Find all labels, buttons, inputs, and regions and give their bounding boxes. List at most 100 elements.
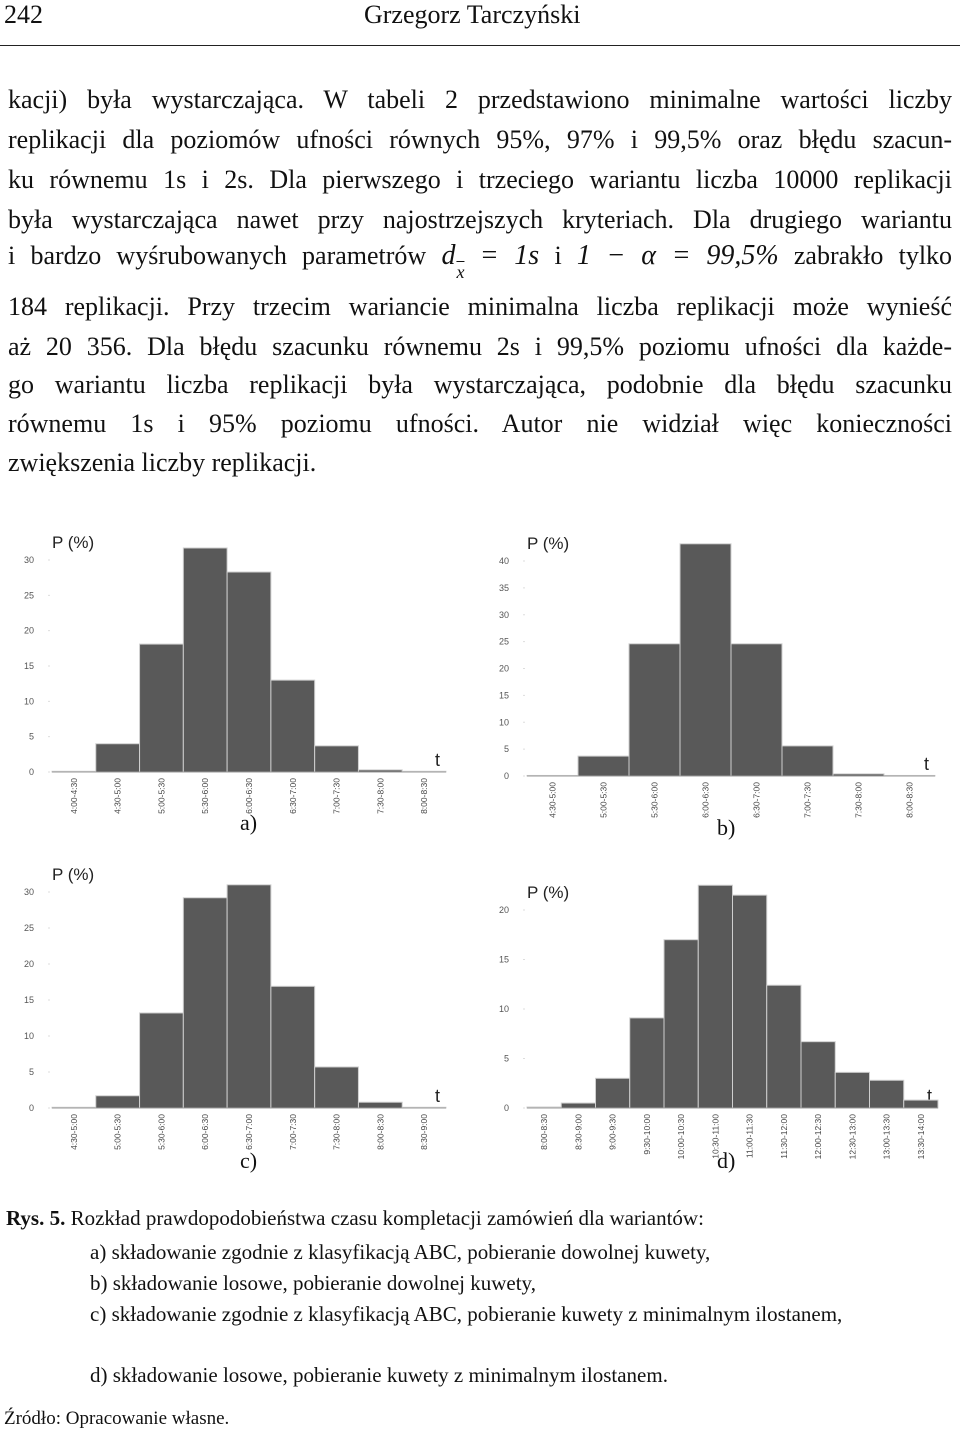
caption-item: b) składowanie losowe, pobieranie dowoln… — [90, 1271, 536, 1295]
x-tick-label: 12:00-12:30 — [813, 1114, 823, 1160]
y-axis-label: P (%) — [527, 534, 569, 553]
text-line: i bardzo wyśrubowanych parametrów dx = 1… — [8, 240, 953, 282]
caption-text: Rozkład prawdopodobieństwa czasu komplet… — [70, 1206, 704, 1230]
text-line: replikacji dla poziomów ufności równych … — [8, 125, 952, 154]
chart-caption: b) — [717, 815, 735, 840]
bar — [314, 1066, 359, 1109]
bar — [834, 1071, 870, 1109]
y-tick-label: 25 — [24, 590, 34, 600]
text-line: go wariantu liczba replikacji była wysta… — [8, 370, 952, 399]
x-tick-label: 8:00-8:30 — [419, 778, 429, 814]
x-tick-label: 5:30-6:00 — [156, 1114, 166, 1150]
formula: dx — [441, 240, 464, 282]
bar — [869, 1079, 905, 1109]
text-line: kacji) była wystarczająca. W tabeli 2 pr… — [8, 85, 952, 114]
text: i bardzo wyśrubowanych parametrów — [8, 241, 427, 270]
text-line: równemu 1s i 95% poziomu ufności. Autor … — [8, 409, 952, 438]
y-tick-label: 5 — [504, 1054, 509, 1064]
y-tick-label: 25 — [499, 637, 509, 647]
text-line: aż 20 356. Dla błędu szacunku równemu 2s… — [8, 332, 952, 361]
x-tick-label: 7:30-8:00 — [375, 778, 385, 814]
x-tick-label: 5:00-5:30 — [113, 1114, 123, 1150]
y-tick-label: 20 — [24, 959, 34, 969]
x-tick-label: 8:00-8:30 — [375, 1114, 385, 1150]
y-tick-label: 30 — [499, 610, 509, 620]
bar — [139, 643, 184, 773]
chart-caption: d) — [717, 1148, 735, 1173]
x-tick-label: 9:00-9:30 — [608, 1114, 618, 1150]
bar — [663, 939, 699, 1109]
x-tick-label: 4:00-4:30 — [69, 778, 79, 814]
y-tick-label: 0 — [504, 771, 509, 781]
y-tick-label: 15 — [499, 955, 509, 965]
caption-label: Rys. 5. — [6, 1206, 66, 1230]
x-tick-label: 10:30-11:00 — [710, 1114, 720, 1159]
bar — [270, 679, 316, 773]
bar — [577, 755, 630, 777]
bar — [182, 547, 228, 773]
x-tick-label: 4:30-5:00 — [113, 778, 123, 814]
x-tick-label: 12:30-13:00 — [847, 1114, 857, 1160]
x-tick-label: 5:30-6:00 — [200, 778, 210, 814]
bar — [95, 1095, 141, 1109]
x-tick-label: 11:00-11:30 — [745, 1114, 755, 1158]
bar — [226, 571, 272, 773]
bar — [697, 884, 733, 1109]
math-sub: x — [456, 262, 465, 282]
caption-line: Rys. 5. Rozkład prawdopodobieństwa czasu… — [6, 1206, 704, 1231]
x-tick-label: 7:00-7:30 — [288, 1114, 298, 1150]
math-var: d — [441, 240, 456, 271]
bar — [226, 884, 272, 1109]
x-tick-label: 4:30-5:00 — [69, 1114, 79, 1150]
bar — [357, 1101, 403, 1109]
x-tick-label: 5:30-6:00 — [650, 782, 660, 818]
text-line: ku równemu 1s i 2s. Dla pierwszego i trz… — [8, 165, 952, 194]
x-tick-label: 6:30-7:00 — [288, 778, 298, 814]
y-tick-label: 5 — [29, 1067, 34, 1077]
bar — [139, 1012, 184, 1109]
source-note: Źródło: Opracowanie własne. — [4, 1408, 230, 1429]
x-tick-label: 4:30-5:00 — [548, 782, 558, 818]
x-axis-label: t — [435, 1086, 440, 1106]
y-tick-label: 30 — [24, 887, 34, 897]
bar — [560, 1102, 596, 1109]
x-tick-label: 9:30-10:00 — [642, 1114, 652, 1155]
y-tick-label: 15 — [24, 661, 34, 671]
x-tick-label: 6:00-6:30 — [200, 1114, 210, 1150]
bar — [595, 1077, 631, 1109]
math-eq: = 1s — [479, 240, 540, 271]
y-tick-label: 20 — [499, 664, 509, 674]
y-tick-label: 15 — [24, 995, 34, 1005]
x-tick-label: 5:00-5:30 — [599, 782, 609, 818]
bar — [730, 643, 783, 777]
math-conj: i — [554, 241, 562, 270]
caption-item: d) składowanie losowe, pobieranie kuwety… — [90, 1363, 668, 1387]
x-axis-label: t — [924, 754, 929, 774]
bar — [903, 1099, 939, 1109]
bar — [270, 985, 316, 1109]
y-axis-label: P (%) — [52, 533, 94, 552]
bar — [679, 543, 732, 777]
math-eq: 1 − α = 99,5% — [576, 240, 779, 271]
x-tick-label: 6:00-6:30 — [701, 782, 711, 818]
x-tick-label: 11:30-12:00 — [779, 1114, 789, 1159]
bar — [732, 894, 768, 1109]
bar — [628, 643, 681, 777]
x-tick-label: 7:00-7:30 — [803, 782, 813, 818]
y-axis-label: P (%) — [527, 883, 569, 902]
y-tick-label: 40 — [499, 556, 509, 566]
y-tick-label: 25 — [24, 923, 34, 933]
x-tick-label: 8:00-8:30 — [539, 1114, 549, 1150]
y-tick-label: 0 — [504, 1103, 509, 1113]
x-tick-label: 6:00-6:30 — [244, 778, 254, 814]
chart-caption: c) — [240, 1148, 257, 1173]
x-tick-label: 5:00-5:30 — [156, 778, 166, 814]
y-tick-label: 10 — [24, 696, 34, 706]
bar — [629, 1017, 665, 1109]
x-tick-label: 7:00-7:30 — [332, 778, 342, 814]
y-axis-label: P (%) — [52, 865, 94, 884]
text-line: zwiększenia liczby replikacji. — [8, 448, 317, 477]
x-tick-label: 6:30-7:00 — [244, 1114, 254, 1150]
text: zabrakło tylko — [793, 241, 953, 270]
y-tick-label: 10 — [499, 717, 509, 727]
